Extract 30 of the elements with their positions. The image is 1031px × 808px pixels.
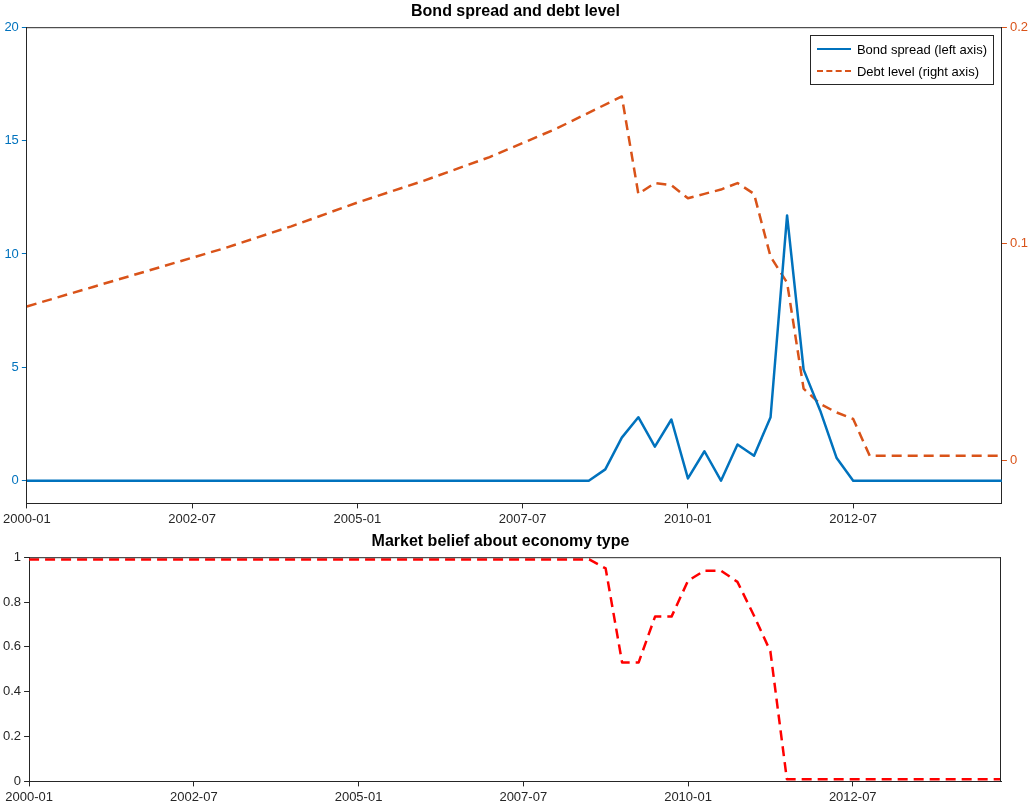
x-tick-label: 2000-01: [5, 788, 53, 804]
y-tick-label: 0: [11, 472, 19, 488]
legend-label: Debt level (right axis): [856, 63, 980, 79]
x-tick-label: 2005-01: [334, 788, 383, 804]
y-tick-label: 0.2: [2, 728, 22, 744]
y2-tick-label: 0.1: [1009, 235, 1029, 251]
y-tick-label: 0: [13, 772, 22, 788]
y-tick-label: 15: [4, 132, 19, 148]
y-tick-label: 0.8: [2, 593, 22, 609]
x-tick-label: 2002-07: [169, 788, 218, 804]
chart-title: Bond spread and debt level: [411, 2, 620, 20]
y2-tick-label: 0.2: [1009, 18, 1029, 34]
x-tick-label: 2000-01: [3, 510, 51, 526]
x-tick-label: 2012-07: [828, 788, 877, 804]
x-tick-label: 2010-01: [664, 788, 712, 804]
y2-tick-label: 0: [1009, 451, 1018, 467]
y-tick-label: 10: [4, 245, 19, 261]
x-tick-label: 2007-07: [499, 788, 548, 804]
y-tick-label: 20: [4, 18, 19, 34]
chart-title: Market belief about economy type: [371, 532, 630, 550]
x-tick-label: 2007-07: [498, 510, 547, 526]
x-tick-label: 2012-07: [829, 510, 878, 526]
x-tick-label: 2002-07: [168, 510, 216, 526]
x-tick-label: 2005-01: [333, 510, 382, 526]
legend-label: Bond spread (left axis): [856, 41, 987, 57]
y-tick-label: 0.6: [2, 638, 22, 654]
y-tick-label: 5: [11, 358, 19, 374]
y-tick-label: 1: [13, 548, 22, 564]
x-tick-label: 2010-01: [664, 510, 712, 526]
y-tick-label: 0.4: [2, 683, 22, 699]
